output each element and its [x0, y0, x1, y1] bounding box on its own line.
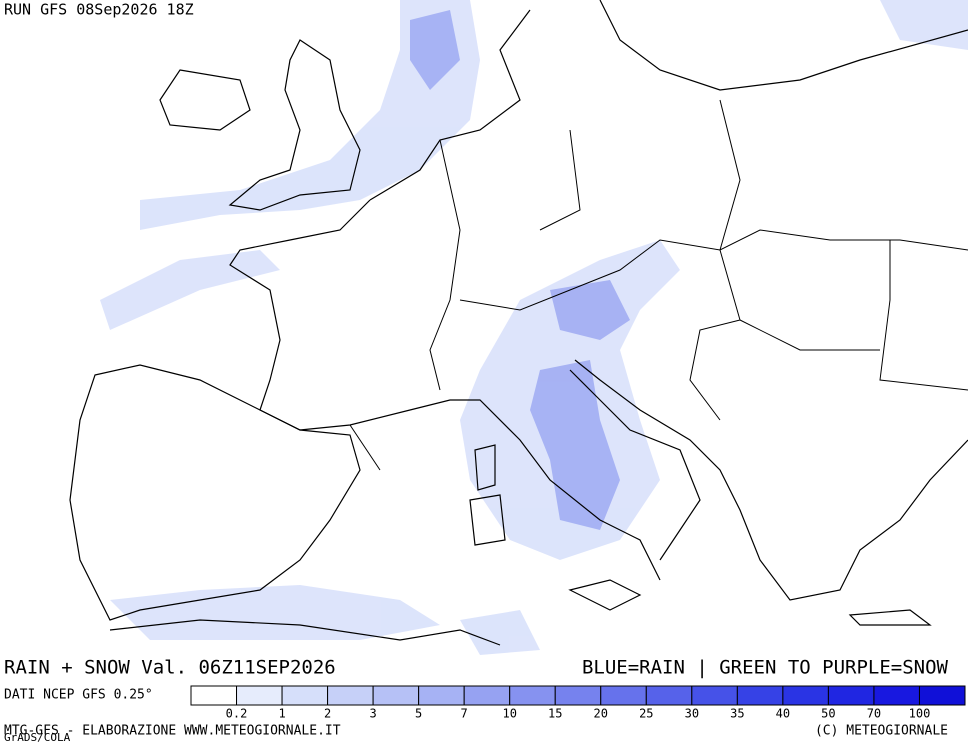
colorbar-box [463, 685, 511, 706]
colorbar-label: 50 [821, 707, 835, 721]
colorbar-box [190, 685, 238, 706]
copyright: (C) METEOGIORNALE [815, 724, 948, 739]
colorbar-box [509, 685, 556, 706]
colorbar-label: 100 [909, 707, 931, 721]
colorbar-box [600, 685, 647, 706]
colorbar-box [236, 685, 283, 706]
colorbar-box [281, 685, 329, 706]
legend-note: BLUE=RAIN | GREEN TO PURPLE=SNOW [582, 657, 949, 679]
grads-label: GrADS/COLA [4, 731, 71, 744]
colorbar-box [418, 685, 465, 706]
colorbar: 0.2 1 2 3 5 7 10 15 20 25 30 35 40 50 70 100 [190, 685, 966, 721]
colorbar-box [554, 685, 602, 706]
colorbar-box [645, 685, 693, 706]
colorbar-box [327, 685, 374, 706]
colorbar-label: 10 [502, 707, 516, 721]
precipitation-heavy [410, 10, 630, 530]
colorbar-box [372, 685, 420, 706]
colorbar-label: 20 [594, 707, 608, 721]
colorbar-box [691, 685, 738, 706]
source-label: DATI NCEP GFS 0.25° [4, 688, 153, 703]
colorbar-box [918, 685, 966, 706]
colorbar-box [873, 685, 920, 706]
colorbar-label: 2 [324, 707, 331, 721]
colorbar-label: 25 [639, 707, 653, 721]
colorbar-label: 35 [730, 707, 744, 721]
colorbar-label: 5 [415, 707, 422, 721]
colorbar-box [736, 685, 784, 706]
field-label: RAIN + SNOW Val. 06Z11SEP2026 [4, 657, 336, 679]
colorbar-box [827, 685, 875, 706]
colorbar-label: 40 [776, 707, 790, 721]
credit: MTG-GFS - ELABORAZIONE WWW.METEOGIORNALE… [4, 724, 341, 739]
coastlines [69, 0, 968, 646]
colorbar-label: 70 [867, 707, 881, 721]
colorbar-label: 15 [548, 707, 562, 721]
colorbar-label: 1 [278, 707, 285, 721]
colorbar-label: 30 [685, 707, 699, 721]
colorbar-label: 0.2 [226, 707, 248, 721]
colorbar-label: 7 [461, 707, 468, 721]
colorbar-box [782, 685, 829, 706]
run-label: RUN GFS 08Sep2026 18Z [4, 1, 194, 19]
borders [349, 99, 968, 471]
colorbar-label: 3 [370, 707, 377, 721]
